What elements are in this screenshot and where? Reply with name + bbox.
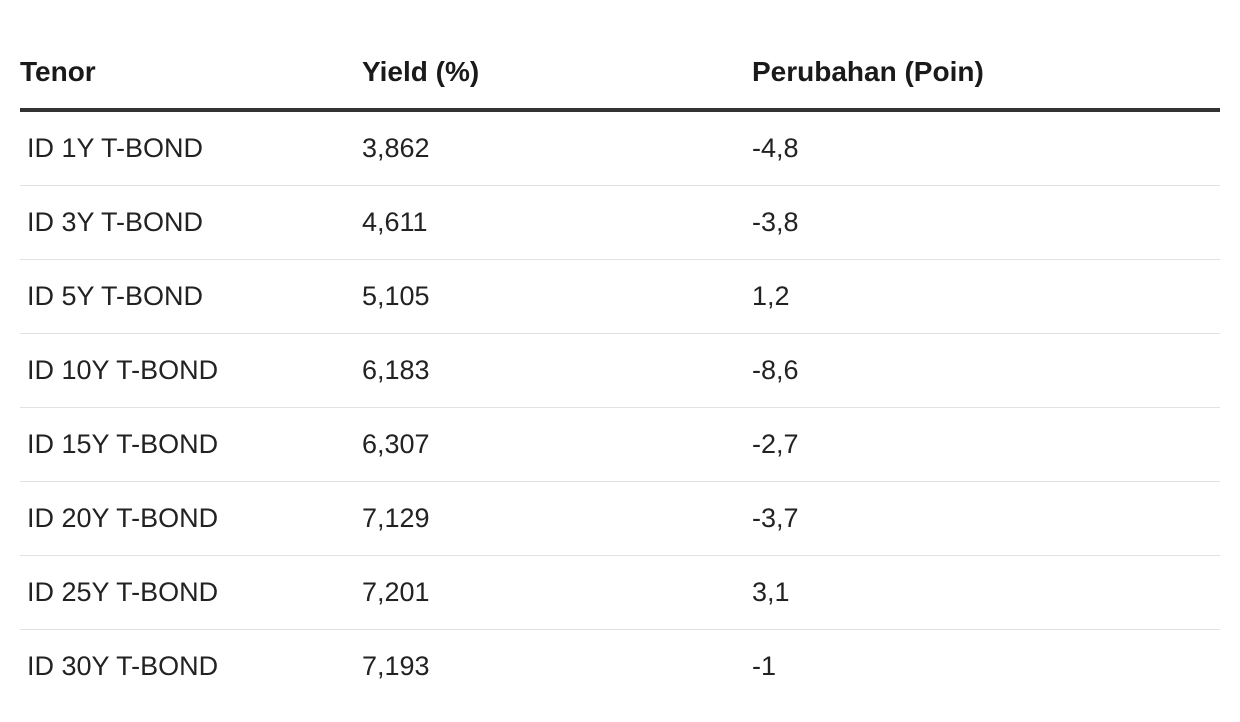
table-row: ID 15Y T-BOND 6,307 -2,7 (20, 407, 1220, 482)
table-row: ID 5Y T-BOND 5,105 1,2 (20, 259, 1220, 334)
header-yield: Yield (%) (362, 36, 752, 112)
cell-change: -4,8 (752, 110, 1220, 186)
table-row: ID 10Y T-BOND 6,183 -8,6 (20, 333, 1220, 408)
table-row: ID 30Y T-BOND 7,193 -1 (20, 630, 1220, 704)
cell-change: 3,1 (752, 555, 1220, 630)
cell-yield: 6,183 (362, 333, 752, 408)
bond-yield-table: Tenor Yield (%) Perubahan (Poin) ID 1Y T… (20, 36, 1220, 703)
cell-tenor: ID 3Y T-BOND (20, 185, 362, 260)
cell-tenor: ID 10Y T-BOND (20, 333, 362, 408)
table-header: Tenor Yield (%) Perubahan (Poin) (20, 36, 1220, 112)
cell-change: -8,6 (752, 333, 1220, 408)
cell-yield: 7,201 (362, 555, 752, 630)
table-row: ID 3Y T-BOND 4,611 -3,8 (20, 185, 1220, 260)
cell-yield: 6,307 (362, 407, 752, 482)
cell-change: -2,7 (752, 407, 1220, 482)
cell-yield: 3,862 (362, 110, 752, 186)
cell-yield: 7,193 (362, 651, 430, 681)
cell-change: -3,8 (752, 185, 1220, 260)
cell-yield: 5,105 (362, 259, 752, 334)
cell-tenor: ID 20Y T-BOND (20, 481, 362, 556)
table-row: ID 20Y T-BOND 7,129 -3,7 (20, 481, 1220, 556)
header-row: Tenor Yield (%) Perubahan (Poin) (20, 36, 1220, 112)
cell-change: -1 (752, 651, 777, 681)
cell-yield: 4,611 (362, 185, 752, 260)
header-tenor: Tenor (20, 36, 362, 112)
table-body: ID 1Y T-BOND 3,862 -4,8 ID 3Y T-BOND 4,6… (20, 110, 1220, 703)
cell-tenor: ID 30Y T-BOND (27, 651, 219, 681)
cell-change: 1,2 (752, 259, 1220, 334)
header-change: Perubahan (Poin) (752, 36, 1220, 112)
bond-yield-table-container: Tenor Yield (%) Perubahan (Poin) ID 1Y T… (20, 36, 1220, 703)
cell-yield: 7,129 (362, 481, 752, 556)
cell-tenor: ID 25Y T-BOND (20, 555, 362, 630)
cell-tenor: ID 1Y T-BOND (20, 110, 362, 186)
cell-change: -3,7 (752, 481, 1220, 556)
table-row: ID 1Y T-BOND 3,862 -4,8 (20, 110, 1220, 186)
cell-tenor: ID 5Y T-BOND (20, 259, 362, 334)
cell-tenor: ID 15Y T-BOND (20, 407, 362, 482)
table-row: ID 25Y T-BOND 7,201 3,1 (20, 555, 1220, 630)
